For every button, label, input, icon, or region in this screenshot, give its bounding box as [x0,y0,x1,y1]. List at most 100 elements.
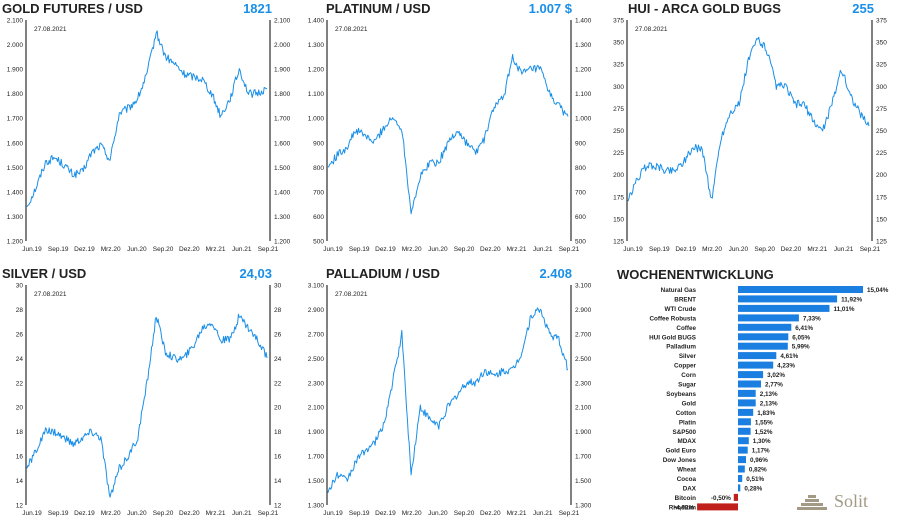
x-tick-label: Mrz.21 [507,510,527,517]
bar-category-label: DAX [683,485,697,492]
y-tick-label-right: 175 [876,194,887,201]
bar-value-label: 4,23% [777,363,795,370]
y-tick-label-left: 2.100 [7,18,24,25]
y-tick-label-right: 1.900 [274,67,291,74]
y-tick-label-left: 18 [16,429,24,436]
bar-value-label: -0,50% [711,495,731,502]
y-tick-label-left: 250 [613,128,624,135]
chart-date: 27.08.2021 [34,291,67,298]
y-tick-label-right: 1.400 [274,189,291,196]
chart-date: 27.08.2021 [335,291,368,298]
x-tick-label: Mrz.21 [507,246,527,253]
x-tick-label: Sep.19 [48,246,69,253]
chart-title: SILVER / USD [2,266,86,281]
bar [733,493,738,501]
series-line [627,36,870,202]
y-tick-label-left: 30 [16,283,24,290]
bar-category-label: Corn [681,372,696,379]
logo-text: Solit [834,491,868,511]
y-tick-label-left: 175 [613,194,624,201]
series-line [26,30,268,207]
y-tick-label-right: 22 [274,380,282,387]
y-tick-label-right: 24 [274,356,282,363]
bar-category-label: Gold [682,400,696,407]
bar-value-label: 7,33% [803,315,821,322]
y-tick-label-right: 20 [274,405,282,412]
y-tick-label-left: 28 [16,307,24,314]
y-tick-label-left: 1.100 [308,91,325,98]
bar-value-label: 6,41% [795,325,813,332]
bar-category-label: Copper [674,363,697,370]
y-tick-label-right: 1.000 [575,116,592,123]
y-tick-label-right: 30 [274,283,282,290]
x-tick-label: Jun.20 [428,510,448,517]
chart-value: 2.408 [539,266,572,281]
y-tick-label-right: 1.400 [575,18,592,25]
bar [738,418,751,426]
bar [738,456,746,464]
x-tick-label: Sep.20 [153,246,174,253]
x-tick-label: Mrz.20 [402,510,422,517]
y-tick-label-left: 26 [16,331,24,338]
bar [697,503,738,511]
bar-value-label: 2,13% [760,391,778,398]
bar-category-label: Cocoa [677,476,697,483]
x-tick-label: Sep.21 [258,510,279,517]
bar-category-label: Natural Gas [661,287,697,294]
bar-category-label: Gold Euro [666,448,697,455]
x-tick-label: Jun.20 [428,246,448,253]
y-tick-label-right: 2.000 [274,42,291,49]
bar-value-label: -4,92% [674,504,694,511]
x-tick-label: Sep.19 [349,510,370,517]
bar-value-label: 6,05% [792,334,810,341]
bar-category-label: Coffee Robusta [649,315,696,322]
bar-value-label: 1,83% [757,410,775,417]
bar-value-label: 1,30% [753,438,771,445]
y-tick-label-right: 12 [274,503,282,510]
chart-title: PLATINUM / USD [326,1,430,16]
line-chart-panel: PALLADIUM / USD 2.408 27.08.2021 1.300 1.300… [308,266,592,517]
x-tick-label: Mrz.20 [101,510,121,517]
x-tick-label: Dez.20 [179,246,200,253]
bar-value-label: 2,13% [760,400,778,407]
x-tick-label: Jun.21 [232,246,252,253]
y-tick-label-right: 1.100 [575,91,592,98]
bar [738,399,756,407]
x-tick-label: Sep.19 [649,246,670,253]
x-tick-label: Sep.21 [559,246,580,253]
x-tick-label: Jun.21 [533,510,553,517]
x-tick-label: Dez.19 [375,510,396,517]
y-tick-label-right: 16 [274,454,282,461]
y-tick-label-right: 2.100 [575,405,592,412]
y-tick-label-left: 12 [16,503,24,510]
y-tick-label-left: 16 [16,454,24,461]
y-tick-label-left: 125 [613,239,624,246]
chart-value: 1.007 $ [529,1,573,16]
x-tick-label: Dez.20 [781,246,802,253]
y-tick-label-right: 300 [876,84,887,91]
x-tick-label: Sep.20 [454,246,475,253]
bar-value-label: 5,99% [792,344,810,351]
y-tick-label-left: 500 [313,239,324,246]
bar-category-label: HUI Gold BUGS [649,334,696,341]
chart-date: 27.08.2021 [635,26,668,33]
y-tick-label-right: 700 [575,189,586,196]
y-tick-label-right: 125 [876,239,887,246]
y-tick-label-right: 2.500 [575,356,592,363]
y-tick-label-right: 500 [575,239,586,246]
bar [738,446,748,454]
y-tick-label-left: 2.700 [308,331,325,338]
x-tick-label: Jun.19 [623,246,643,253]
y-tick-label-left: 275 [613,106,624,113]
bar-category-label: Rhodium [669,504,697,511]
y-tick-label-right: 3.100 [575,283,592,290]
x-tick-label: Sep.21 [559,510,580,517]
y-tick-label-left: 2.300 [308,380,325,387]
y-tick-label-right: 1.500 [575,478,592,485]
bar [738,427,751,435]
x-tick-label: Jun.21 [232,510,252,517]
y-tick-label-left: 20 [16,405,24,412]
y-tick-label-right: 2.700 [575,331,592,338]
y-tick-label-left: 600 [313,214,324,221]
